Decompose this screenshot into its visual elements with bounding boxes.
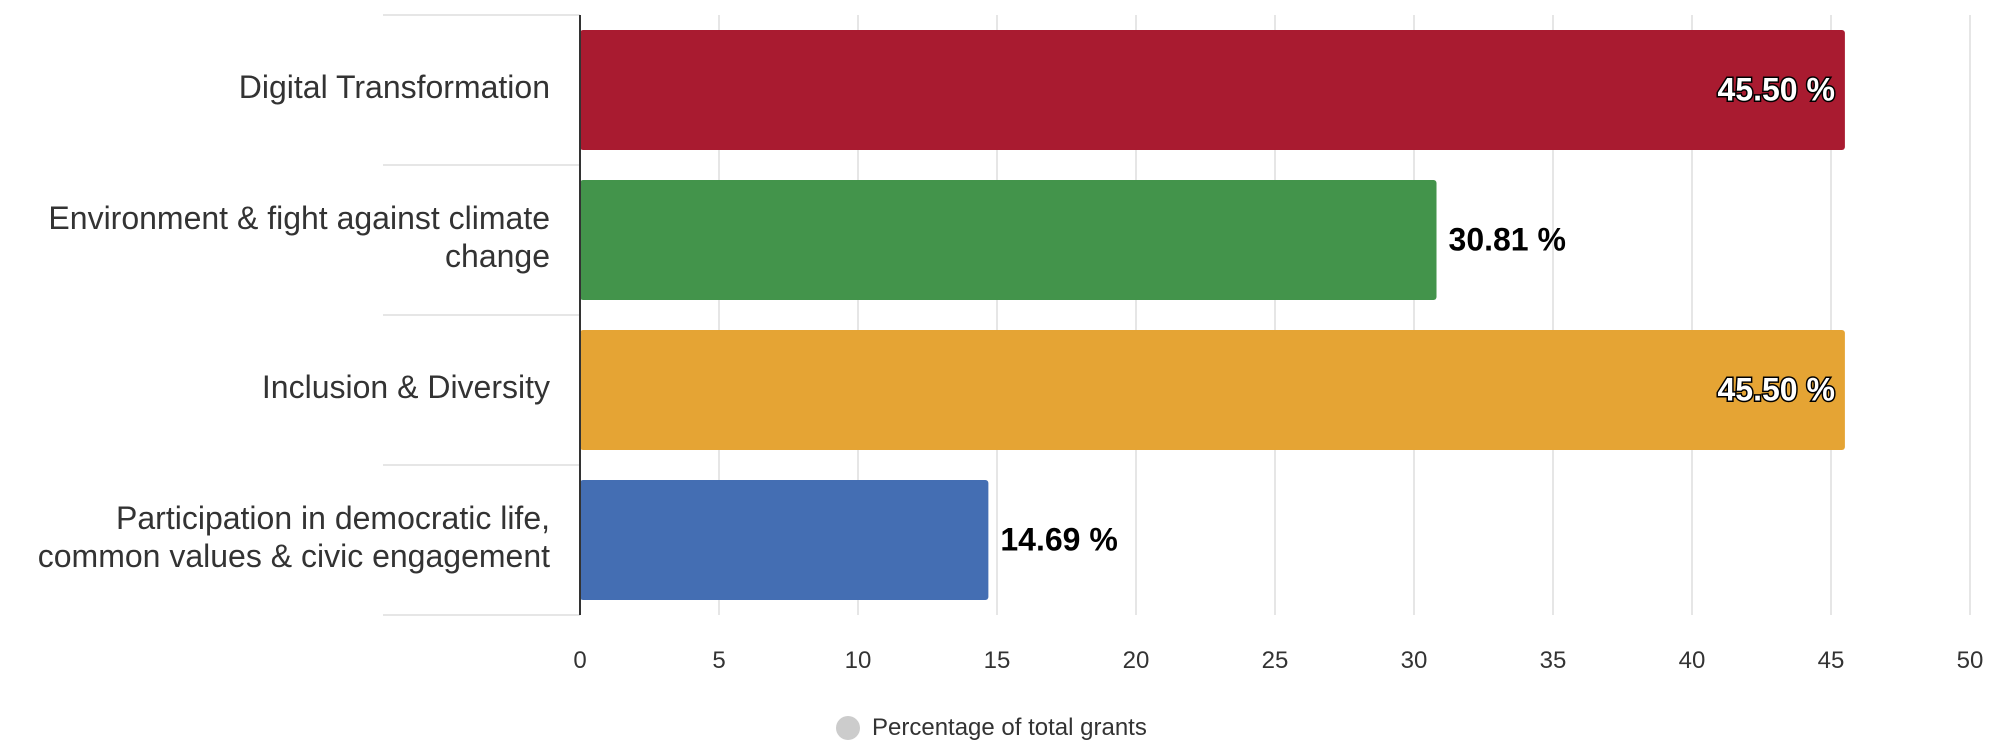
legend[interactable]: Percentage of total grants [836,714,1147,742]
category-label-line: Inclusion & Diversity [262,369,550,405]
category-label-1: Environment & fight against climate chang… [48,200,550,274]
x-tick-label-10: 50 [1957,647,1984,674]
category-label-line: change [445,238,550,274]
x-tick-label-3: 15 [984,647,1011,674]
bar-1 [580,180,1437,300]
x-tick-label-5: 25 [1262,647,1289,674]
bar-2 [580,330,1845,450]
category-label-0: Digital Transformation [239,69,550,105]
category-label-line: Participation in democratic life, [116,500,550,536]
category-label-line: common values & civic engagement [38,538,550,574]
x-tick-label-9: 45 [1818,647,1845,674]
data-label-0: 45.50 % [1717,71,1834,107]
category-label-line: Digital Transformation [239,69,550,105]
x-tick-label-4: 20 [1123,647,1150,674]
category-label-3: Participation in democratic life, common … [38,500,550,574]
category-label-2: Inclusion & Diversity [262,369,550,405]
x-tick-label-1: 5 [712,647,725,674]
data-label-1: 30.81 % [1449,221,1566,257]
bar-0 [580,30,1845,150]
category-label-line: Environment & fight against climate [48,200,550,236]
data-label-2: 45.50 % [1717,371,1834,407]
legend-swatch-icon [836,716,860,740]
x-tick-label-0: 0 [573,647,586,674]
x-tick-label-7: 35 [1540,647,1567,674]
bar-3 [580,480,989,600]
x-tick-label-6: 30 [1401,647,1428,674]
x-tick-label-8: 40 [1679,647,1706,674]
x-tick-label-2: 10 [845,647,872,674]
data-label-3: 14.69 % [1000,521,1117,557]
legend-label: Percentage of total grants [872,714,1147,741]
